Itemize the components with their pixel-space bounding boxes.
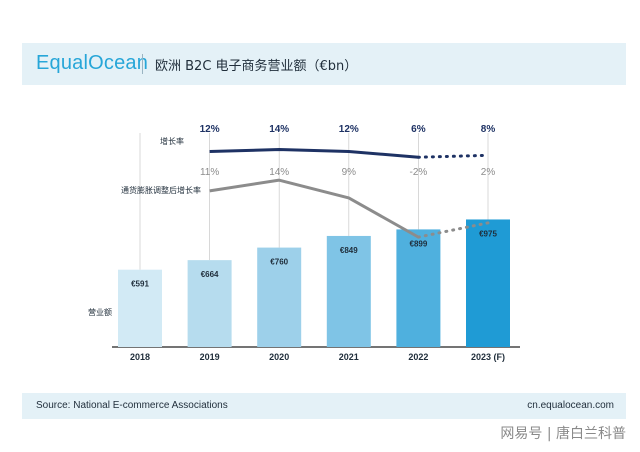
growth-line-forecast-1: [416, 221, 490, 239]
growth-label-0-1: 14%: [269, 124, 289, 135]
watermark: 网易号 | 唐白兰科普: [500, 426, 626, 442]
category-label-0: 2018: [130, 352, 150, 362]
chart-footer: Source: National E-commerce Associations…: [22, 393, 626, 419]
bar-1: [187, 260, 232, 347]
growth-line-forecast-0: [416, 153, 490, 159]
growth-label-0-0: 12%: [200, 124, 220, 135]
line-legend-1: 通货膨胀调整后增长率: [121, 185, 201, 195]
growth-label-1-1: 14%: [269, 167, 289, 178]
bar-0: [118, 269, 162, 347]
growth-label-0-4: 8%: [481, 124, 496, 135]
line-legend-0: 增长率: [160, 136, 184, 146]
header-divider: [142, 54, 143, 74]
category-label-1: 2019: [200, 352, 220, 362]
bar-5: [466, 219, 510, 347]
category-label-2: 2020: [269, 352, 289, 362]
source-note: Source: National E-commerce Associations: [36, 400, 228, 411]
growth-line-solid-0: [209, 148, 419, 159]
growth-label-0-3: 6%: [411, 124, 426, 135]
growth-line-solid-1: [209, 178, 420, 239]
category-label-5: 2023 (F): [471, 352, 505, 362]
growth-label-0-2: 12%: [339, 124, 359, 135]
bar-4: [396, 229, 441, 347]
bar-2: [257, 247, 302, 347]
bar-3: [326, 235, 371, 347]
category-label-4: 2022: [408, 352, 428, 362]
bar-value-label-0: €591: [131, 280, 149, 289]
bar-value-label-3: €849: [340, 246, 358, 255]
chart-title: 欧洲 B2C 电子商务营业额（€bn）: [155, 59, 358, 74]
bar-series-label: 营业额: [88, 307, 112, 317]
growth-label-1-2: 9%: [342, 167, 357, 178]
brand-logo: EqualOcean: [36, 52, 149, 74]
bars: [118, 219, 510, 347]
growth-label-1-3: -2%: [410, 167, 428, 178]
bar-value-label-2: €760: [270, 258, 288, 267]
bar-value-label-4: €899: [410, 239, 428, 248]
growth-label-1-4: 2%: [481, 167, 496, 178]
growth-lines: [209, 148, 490, 239]
category-label-3: 2021: [339, 352, 359, 362]
bar-value-label-1: €664: [201, 270, 219, 279]
chart-header: EqualOcean 欧洲 B2C 电子商务营业额（€bn）: [22, 43, 626, 85]
site-link[interactable]: cn.equalocean.com: [527, 400, 614, 411]
bar-value-label-5: €975: [479, 229, 497, 238]
guide-lines: [112, 133, 520, 348]
growth-label-1-0: 11%: [200, 167, 219, 178]
chart-labels: €591 2018 €664 2019 €760 2020 €849 2021 €899 2022…: [88, 124, 505, 362]
